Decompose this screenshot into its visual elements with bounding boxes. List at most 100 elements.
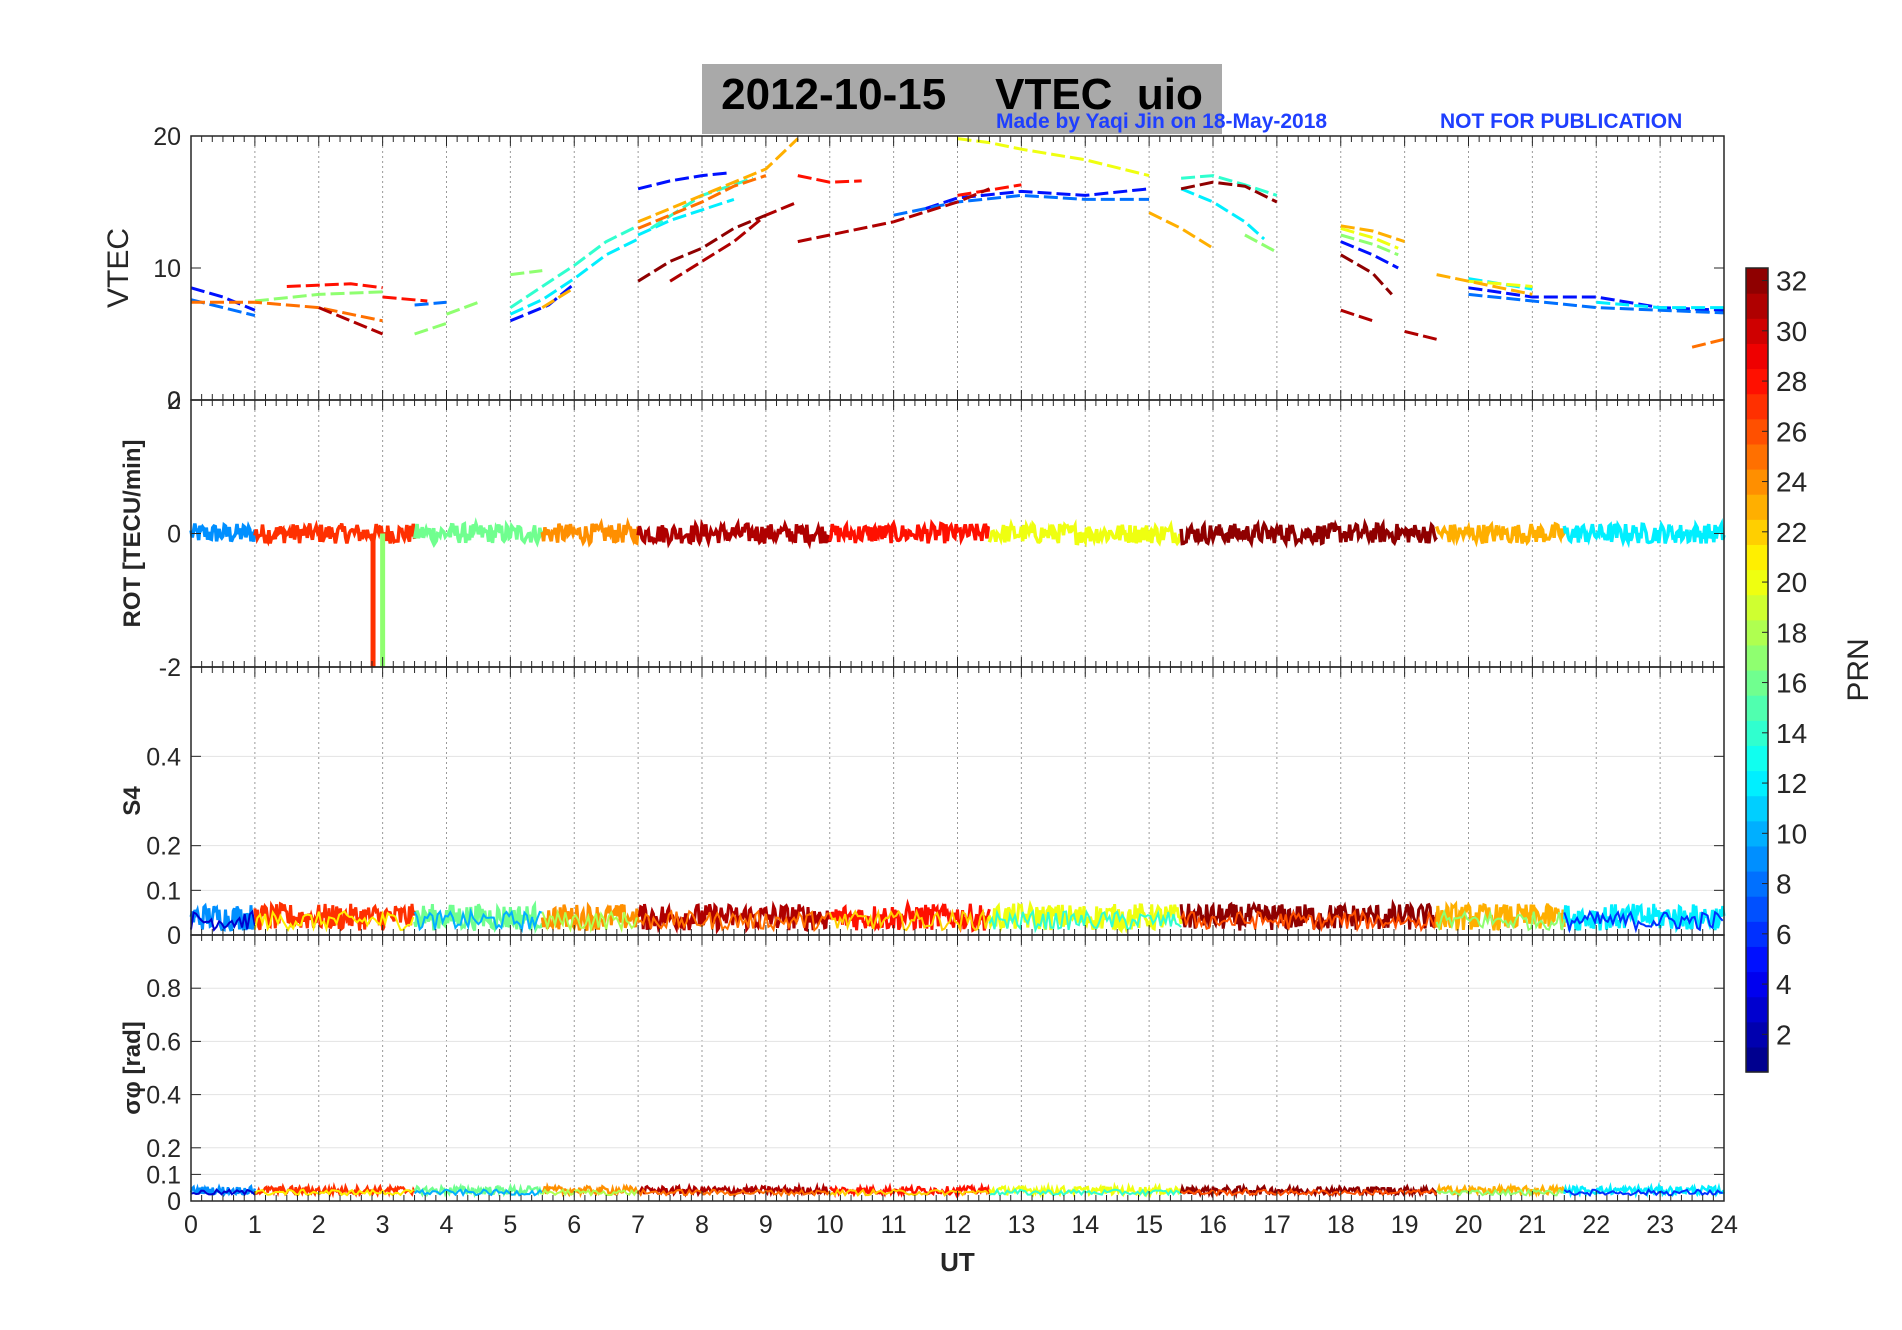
s4-series-prn32 (1179, 898, 1439, 932)
x-tick-label: 5 (503, 1211, 517, 1239)
colorbar-swatch (1746, 644, 1768, 671)
colorbar-swatch (1746, 670, 1768, 696)
s4-series-prn24 (540, 901, 640, 932)
sigma_phi-series-prn21 (254, 1188, 415, 1197)
x-tick-label: 2 (312, 1211, 326, 1239)
vtec-series-prn25 (637, 174, 767, 230)
y-tick-label: 0 (167, 387, 181, 415)
vtec-series-prn31 (797, 187, 990, 244)
vtec-series-prn17 (445, 300, 479, 316)
vtec-series-prn31 (1404, 329, 1437, 341)
x-tick-label: 24 (1710, 1211, 1738, 1239)
rot-series-prn12 (1562, 518, 1726, 549)
vtec-series-prn14 (509, 224, 639, 309)
rot-series-prn23 (1434, 520, 1566, 548)
s4-series-prn17 (1435, 909, 1566, 932)
y-tick-label: 0.8 (146, 975, 181, 1003)
made-by-label: Made by Yaqi Jin on 18-May-2018 (996, 110, 1328, 133)
vtec-series-prn25 (191, 300, 383, 323)
vtec-series-prn12 (1180, 187, 1266, 241)
colorbar-swatch (1746, 393, 1768, 420)
colorbar-swatch (1746, 594, 1768, 621)
x-tick-label: 22 (1582, 1211, 1610, 1239)
x-tick-label: 9 (759, 1211, 773, 1239)
colorbar-swatch (1746, 720, 1768, 746)
vtec-series-prn17 (1340, 233, 1399, 257)
s4-series-prn16 (413, 900, 544, 935)
colorbar-swatch (1746, 569, 1768, 596)
vtec-series-prn12 (637, 197, 735, 237)
x-tick-label: 7 (631, 1211, 645, 1239)
vtec-series-prn17 (510, 269, 543, 277)
colorbar-swatch (1746, 418, 1768, 445)
x-tick-label: 16 (1199, 1211, 1227, 1239)
x-tick-label: 23 (1646, 1211, 1674, 1239)
sigma_phi-series-prn18 (541, 1188, 638, 1197)
s4-series-prn27 (253, 900, 417, 932)
vtec-series-prn31 (1340, 308, 1374, 323)
colorbar-tick-label: 18 (1776, 617, 1807, 648)
y-tick-label: 0.2 (146, 833, 181, 861)
panel-vtec: 0 10 20 VTEC (102, 123, 1725, 415)
colorbar-swatch (1746, 619, 1768, 646)
panel-rot: -2 02 ROT [TECU/min] (119, 387, 1726, 682)
colorbar-swatch (1746, 770, 1768, 797)
vtec-series-prn31 (669, 200, 799, 283)
colorbar-tick-label: 12 (1776, 768, 1807, 799)
rot-series-prn32 (1179, 517, 1438, 549)
colorbar-swatch (1746, 820, 1768, 847)
vtec-series-prn8 (1468, 292, 1725, 315)
colorbar-tick-label: 16 (1776, 668, 1807, 699)
title-background (702, 64, 1222, 134)
colorbar-swatch (1746, 443, 1768, 470)
x-tick-label: 11 (881, 1211, 907, 1239)
colorbar-swatch (1746, 745, 1768, 772)
s4-series-prn25 (637, 909, 830, 933)
colorbar-swatch (1746, 795, 1768, 822)
vtec-series-prn12 (509, 237, 639, 316)
colorbar-swatch (1746, 268, 1768, 294)
x-tick-label: 13 (1007, 1211, 1035, 1239)
colorbar-swatch (1746, 293, 1768, 319)
colorbar-label: PRN (1842, 638, 1875, 701)
x-axis-label: UT (940, 1247, 975, 1277)
rot-series-prn27 (253, 519, 417, 547)
x-tick-label: 4 (440, 1211, 454, 1239)
panel-s4: 0 0.1 0.2 0.4S4 (119, 666, 1726, 950)
s4-series-prn23 (1435, 900, 1566, 931)
y-tick-label: 0.4 (146, 1082, 181, 1110)
y-tick-label: 20 (153, 123, 181, 151)
s4-series-prn14 (988, 908, 1182, 934)
vtec-series-prn17 (1244, 233, 1278, 254)
x-tick-label: 0 (184, 1211, 198, 1239)
sigma_phi-series-prn22 (829, 1188, 989, 1197)
colorbar-swatch (1746, 921, 1768, 947)
x-tick-label: 8 (695, 1211, 709, 1239)
vtec-series-prn32 (1340, 253, 1393, 296)
colorbar-tick-label: 10 (1776, 818, 1807, 849)
sigma_phi-series-prn10 (413, 1188, 543, 1198)
y-tick-label: -2 (159, 654, 181, 682)
vtec-series-prn31 (318, 306, 384, 336)
s4-series-prn6 (1563, 909, 1724, 934)
sigma_phi-series-prn17 (1435, 1188, 1565, 1197)
colorbar-tick-label: 32 (1776, 266, 1807, 297)
y-tick-label: 2 (167, 387, 181, 415)
colorbar-swatch (1746, 494, 1768, 520)
x-tick-label: 3 (376, 1211, 390, 1239)
y-tick-label: 0 (167, 1188, 181, 1216)
vtec-series-prn23 (1148, 211, 1214, 250)
colorbar-swatch (1746, 845, 1768, 872)
figure-title: 2012-10-15 VTEC uio (721, 70, 1203, 119)
s4-series-prn3 (190, 909, 256, 932)
colorbar-swatch (1746, 1046, 1768, 1073)
vtec-series-prn5 (637, 171, 728, 191)
colorbar-swatch (1746, 971, 1768, 998)
y-axis-label: ROT [TECU/min] (119, 440, 146, 628)
vtec-series-prn5 (925, 187, 1150, 211)
vtec-series-prn17 (254, 290, 383, 303)
vtec-series-prn14 (1180, 174, 1278, 197)
x-tick-label: 14 (1071, 1211, 1099, 1239)
x-tick-label: 17 (1263, 1211, 1291, 1239)
